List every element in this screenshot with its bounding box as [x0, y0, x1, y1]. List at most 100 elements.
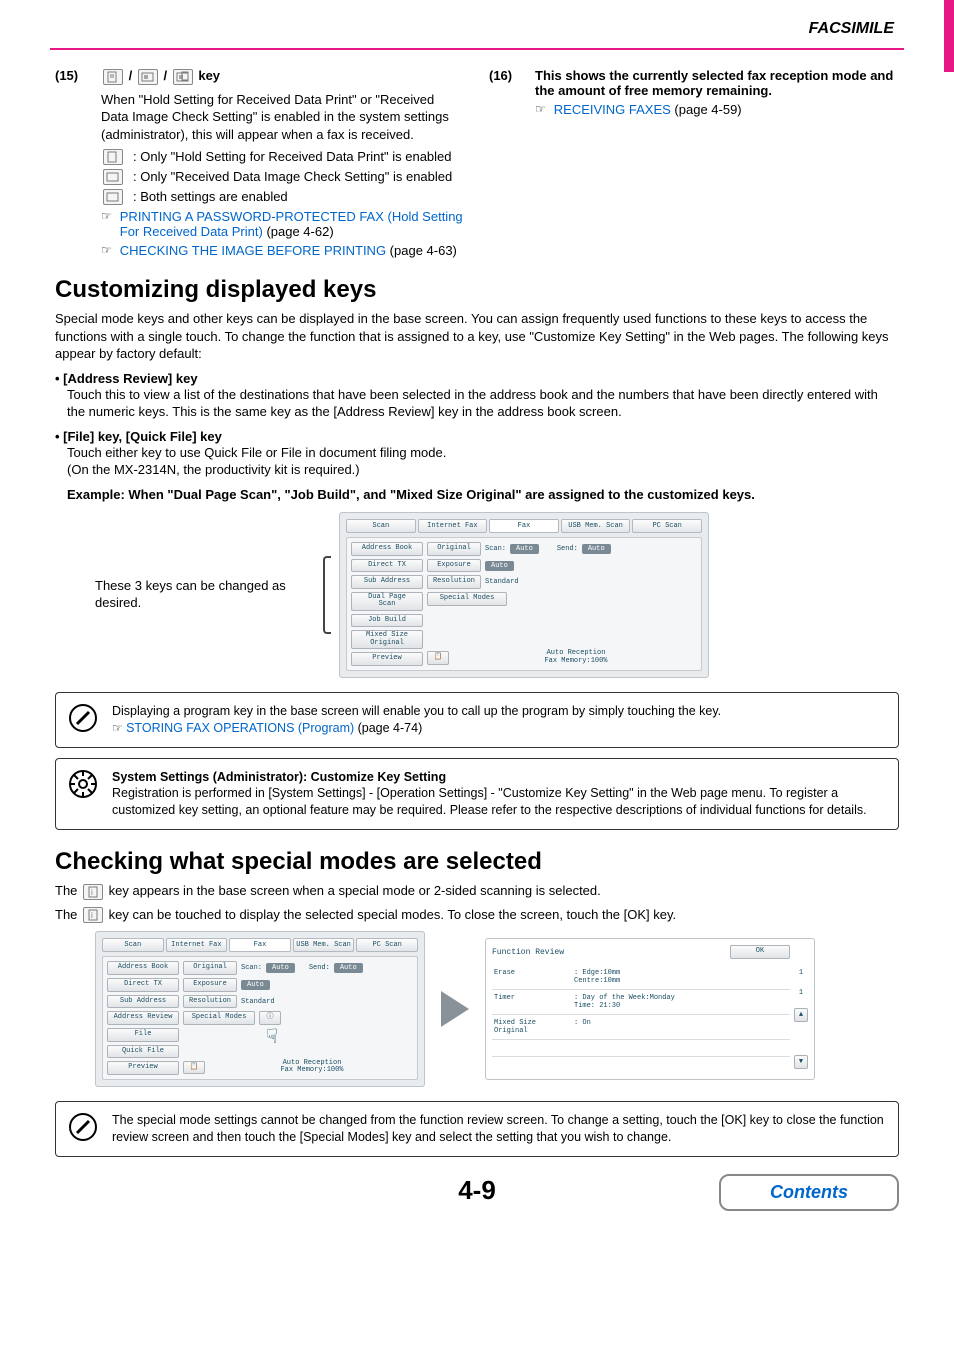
bracket-icon — [323, 556, 331, 634]
btn-file[interactable]: File — [107, 1028, 179, 1042]
ui-tabs: Scan Internet Fax Fax USB Mem. Scan PC S… — [346, 519, 702, 533]
val-scan: Auto — [510, 544, 539, 554]
btn-dual-page[interactable]: Dual Page Scan — [351, 592, 423, 611]
func-row-mixed: Mixed Size Original: On — [492, 1015, 790, 1040]
link-hold-print-page: (page 4-62) — [263, 224, 334, 239]
item-16: (16) This shows the currently selected f… — [489, 68, 899, 258]
btn-sub-address[interactable]: Sub Address — [351, 575, 423, 589]
lower-panels: Scan Internet Fax Fax USB Mem. Scan PC S… — [95, 931, 899, 1087]
slash-2: / — [163, 68, 170, 83]
link-storing-fax-ops-page: (page 4-74) — [354, 721, 422, 735]
ui-caption: These 3 keys can be changed as desired. — [95, 578, 315, 612]
btn-resolution-2[interactable]: Resolution — [183, 995, 237, 1009]
ui-main-col: Original Scan: Auto Send: Auto Exposure Auto … — [427, 542, 697, 666]
section2-line2: The i key can be touched to display the … — [55, 906, 899, 924]
btn-direct-tx[interactable]: Direct TX — [351, 559, 423, 573]
btn-address-book[interactable]: Address Book — [351, 542, 423, 556]
btn-sub-address-2[interactable]: Sub Address — [107, 995, 179, 1009]
page-indicator-bot: 1 — [799, 989, 803, 997]
note1-line1: Displaying a program key in the base scr… — [112, 704, 721, 718]
hold-data-icon-2 — [103, 149, 123, 165]
btn-ok[interactable]: OK — [730, 945, 790, 959]
ui-panel-custom-keys: Scan Internet Fax Fax USB Mem. Scan PC S… — [339, 512, 709, 678]
header-title: FACSIMILE — [809, 20, 894, 37]
svg-text:i: i — [91, 911, 93, 920]
arrow-right-icon — [441, 991, 469, 1027]
scroll-down-button[interactable]: ▼ — [794, 1055, 808, 1069]
item-15: (15) / / key When "Hold Setting for Rece… — [55, 68, 465, 258]
btn-job-build[interactable]: Job Build — [351, 614, 423, 628]
btn-original-2[interactable]: Original — [183, 961, 237, 975]
section2-line1: The i key appears in the base screen whe… — [55, 882, 899, 900]
lbl-scan: Scan: — [485, 545, 506, 553]
func-row-empty2 — [492, 1057, 790, 1073]
hand-cursor-icon: ☟ — [266, 1024, 278, 1050]
btn-status-icon-2[interactable]: 📋 — [183, 1061, 205, 1075]
btn-exposure-2[interactable]: Exposure — [183, 978, 237, 992]
bullet-address-review-head: • [Address Review] key — [55, 371, 899, 386]
both-settings-icon-2 — [103, 189, 123, 205]
image-check-icon-2 — [103, 169, 123, 185]
link-check-image[interactable]: CHECKING THE IMAGE BEFORE PRINTING — [120, 243, 386, 258]
scroll-up-button[interactable]: ▲ — [794, 1008, 808, 1022]
pencil-icon-2 — [68, 1112, 98, 1142]
btn-special-modes-2[interactable]: Special Modes — [183, 1011, 255, 1025]
link-check-image-page: (page 4-63) — [386, 243, 457, 258]
btn-quick-file[interactable]: Quick File — [107, 1045, 179, 1059]
link-storing-fax-ops[interactable]: STORING FAX OPERATIONS (Program) — [126, 721, 354, 735]
btn-special-modes[interactable]: Special Modes — [427, 592, 507, 606]
tab-usb-2[interactable]: USB Mem. Scan — [293, 938, 355, 952]
image-check-icon — [138, 69, 158, 85]
ui-side-col: Address Book Direct TX Sub Address Dual … — [351, 542, 423, 666]
item-16-num: (16) — [489, 68, 525, 117]
btn-status-icon[interactable]: 📋 — [427, 651, 449, 665]
tab-ifax[interactable]: Internet Fax — [418, 519, 488, 533]
func-row-erase: Erase: Edge:10mm Centre:10mm — [492, 965, 790, 990]
btn-direct-tx-2[interactable]: Direct TX — [107, 978, 179, 992]
hold-data-icon — [103, 69, 123, 85]
note-special-modes: The special mode settings cannot be chan… — [55, 1101, 899, 1157]
page-indicator-top: 1 — [799, 969, 803, 977]
bullet-file-body1: Touch either key to use Quick File or Fi… — [67, 444, 899, 462]
example-line: Example: When "Dual Page Scan", "Job Bui… — [67, 487, 899, 502]
btn-original[interactable]: Original — [427, 542, 481, 556]
info-key-icon-2: i — [83, 907, 103, 923]
pointer-icon: ☞ — [535, 102, 546, 116]
tab-usb[interactable]: USB Mem. Scan — [561, 519, 631, 533]
btn-address-review[interactable]: Address Review — [107, 1011, 179, 1025]
ui-panel-wrap: These 3 keys can be changed as desired. … — [95, 512, 899, 678]
func-row-timer: Timer: Day of the Week:Monday Time: 21:3… — [492, 990, 790, 1015]
item-15-intro: When "Hold Setting for Received Data Pri… — [101, 91, 465, 144]
lbl-send: Send: — [557, 545, 578, 553]
btn-resolution[interactable]: Resolution — [427, 575, 481, 589]
tab-fax[interactable]: Fax — [489, 519, 559, 533]
btn-address-book-2[interactable]: Address Book — [107, 961, 179, 975]
both-settings-icon — [173, 69, 193, 85]
item-15-num: (15) — [55, 68, 91, 258]
bullet-file-body2: (On the MX-2314N, the productivity kit i… — [67, 461, 899, 479]
tab-scan-2[interactable]: Scan — [102, 938, 164, 952]
btn-info-key[interactable]: ⓘ — [259, 1011, 281, 1025]
ui-panel-function-review: Function Review OK Erase: Edge:10mm Cent… — [485, 938, 815, 1080]
items-two-col: (15) / / key When "Hold Setting for Rece… — [55, 68, 899, 258]
note2-head: System Settings (Administrator): Customi… — [112, 770, 446, 784]
btn-exposure[interactable]: Exposure — [427, 559, 481, 573]
note2-body: Registration is performed in [System Set… — [112, 786, 867, 817]
note-system-settings: System Settings (Administrator): Customi… — [55, 758, 899, 831]
link-receiving-faxes[interactable]: RECEIVING FAXES — [554, 102, 671, 117]
tab-pc[interactable]: PC Scan — [632, 519, 702, 533]
btn-preview-2[interactable]: Preview — [107, 1061, 179, 1075]
contents-button[interactable]: Contents — [719, 1174, 899, 1211]
gear-icon — [68, 769, 98, 799]
svg-text:i: i — [91, 888, 93, 897]
btn-mixed-size[interactable]: Mixed Size Original — [351, 630, 423, 649]
tab-ifax-2[interactable]: Internet Fax — [166, 938, 228, 952]
val-exposure: Auto — [485, 561, 514, 571]
slash-1: / — [129, 68, 136, 83]
status-text: Auto ReceptionFax Memory:100% — [455, 650, 697, 665]
heading-checking-modes: Checking what special modes are selected — [55, 848, 899, 876]
tab-pc-2[interactable]: PC Scan — [356, 938, 418, 952]
btn-preview[interactable]: Preview — [351, 652, 423, 666]
tab-scan[interactable]: Scan — [346, 519, 416, 533]
tab-fax-2[interactable]: Fax — [229, 938, 291, 952]
